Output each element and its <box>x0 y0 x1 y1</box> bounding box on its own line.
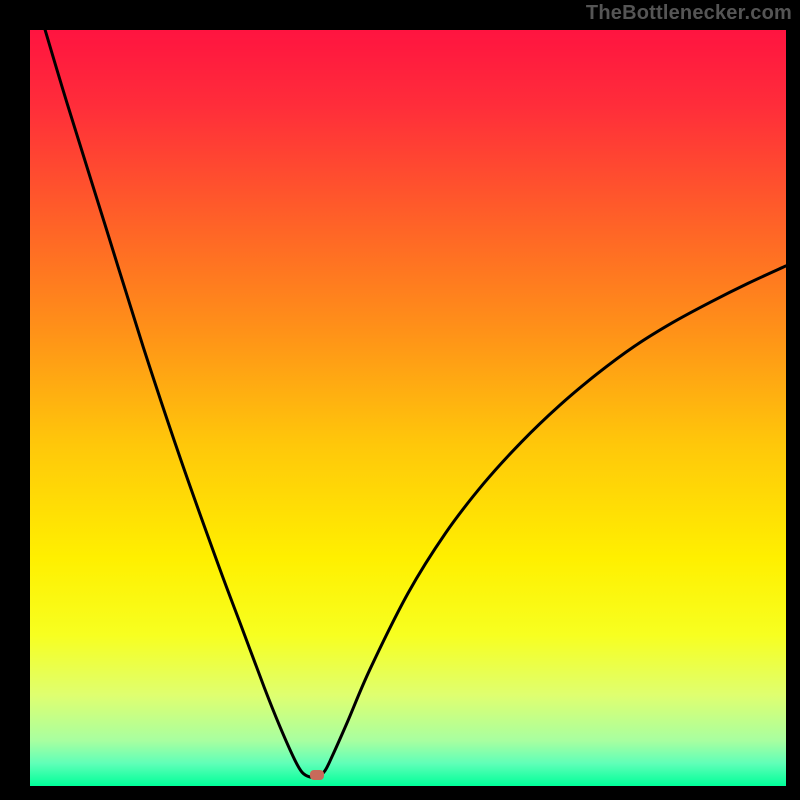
chart-frame: TheBottlenecker.com <box>0 0 800 800</box>
plot-area <box>30 30 786 786</box>
optimum-marker <box>310 770 324 780</box>
watermark-text: TheBottlenecker.com <box>586 2 792 25</box>
bottleneck-curve <box>45 30 786 778</box>
curve-svg <box>30 30 786 786</box>
